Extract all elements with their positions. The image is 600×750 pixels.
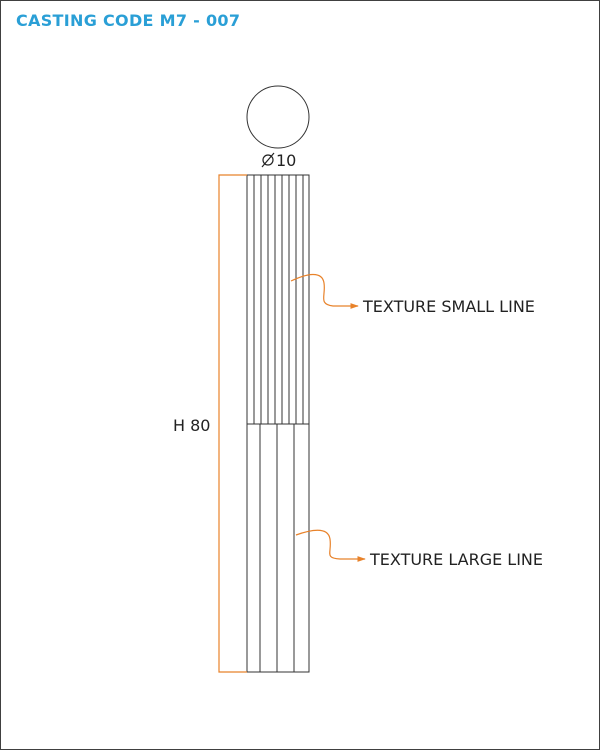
- height-label: H 80: [173, 416, 210, 435]
- texture-large-lines: [259, 424, 295, 672]
- diameter-symbol-icon: [261, 152, 275, 168]
- drawing-title: CASTING CODE M7 - 007: [16, 11, 241, 30]
- height-dimension-bracket: [218, 174, 247, 673]
- callout-large-label: TEXTURE LARGE LINE: [369, 550, 543, 569]
- texture-small-lines: [253, 175, 304, 424]
- callout-small-leader: [290, 273, 359, 309]
- callout-small-label: TEXTURE SMALL LINE: [362, 297, 535, 316]
- callout-large-leader: [295, 529, 366, 562]
- diameter-label: 10: [276, 151, 296, 170]
- top-view-circle: [246, 85, 310, 149]
